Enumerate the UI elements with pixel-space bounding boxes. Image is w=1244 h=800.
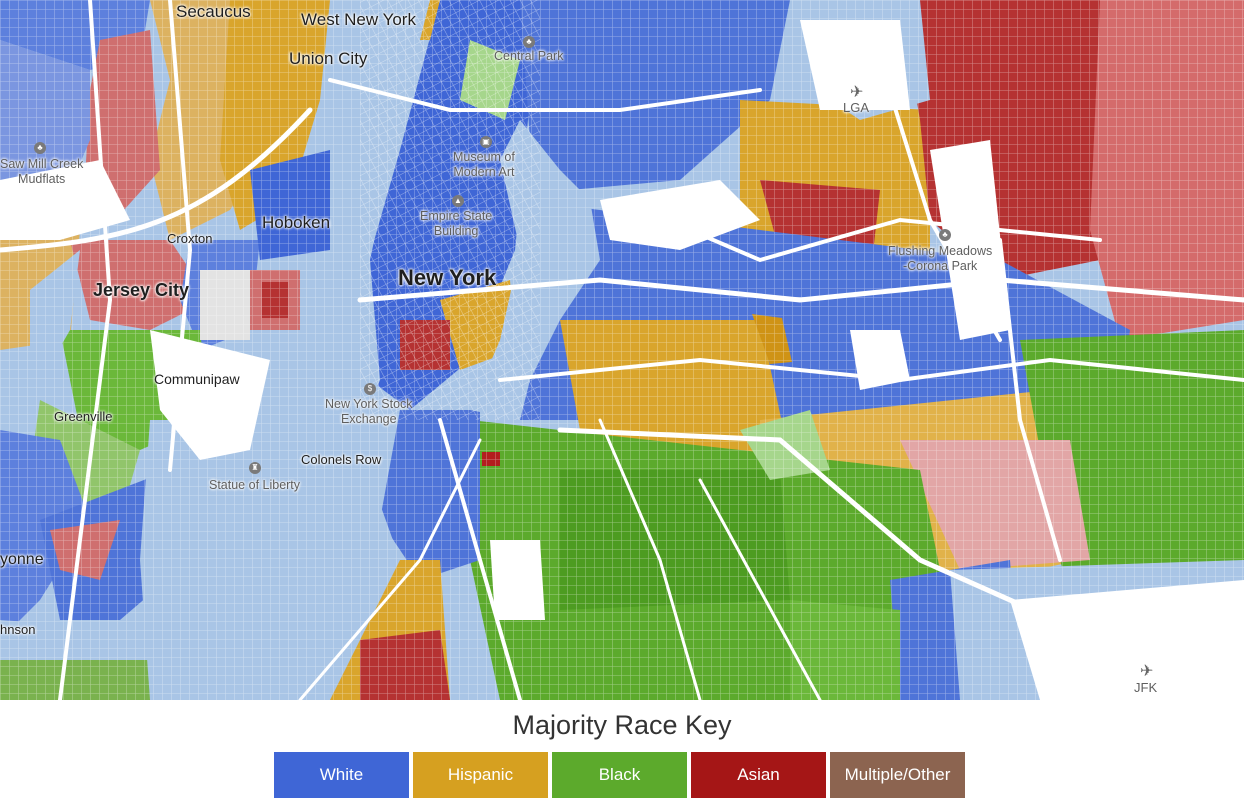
jfk-label: JFK [1134,680,1158,695]
saw-mill-creek-label: Saw Mill Creek Mudflats [0,157,84,186]
hoboken-label: Hoboken [262,213,331,232]
demographic-map[interactable]: Secaucus West New York Union City ♣ Cent… [0,0,1244,700]
landmark-icon: ▲ [452,195,464,207]
central-park-label: Central Park [494,49,564,63]
new-york-label: New York [398,265,497,290]
park-icon: ♣ [939,229,951,241]
empire-state-label: Empire State Building [420,209,493,238]
croxton-label: Croxton [167,231,213,246]
legend-item-asian: Asian [691,752,826,798]
legend-item-hispanic: Hispanic [413,752,548,798]
legend-label: Asian [737,765,780,784]
legend-item-white: White [274,752,409,798]
bayonne-label: yonne [0,551,44,568]
statue-icon: ♜ [249,462,261,474]
legend-label: White [319,765,364,784]
lga-label: LGA [843,100,870,115]
museum-label: Museum of Modern Art [453,150,515,179]
highways [0,0,1244,700]
legend-title: Majority Race Key [512,710,732,740]
jersey-city-label: Jersey City [93,280,190,300]
jfk-airport-icon: ✈ [1140,663,1154,680]
race-legend: Majority Race Key White Hispanic Black A… [0,700,1244,800]
statue-of-liberty-label: Statue of Liberty [209,478,301,492]
nyse-label: New York Stock Exchange [325,397,413,426]
flushing-meadows-label: Flushing Meadows -Corona Park [888,244,993,273]
museum-icon: ▣ [480,136,492,148]
legend-item-multiple-other: Multiple/Other [830,752,965,798]
legend-label: Multiple/Other [844,765,951,784]
legend-items: White Hispanic Black Asian Multiple/Othe… [274,752,965,798]
communipaw-label: Communipaw [154,371,240,387]
park-icon: ♣ [523,36,535,48]
finance-icon: $ [364,383,376,395]
park-icon: ♣ [34,142,46,154]
johnson-label: hnson [0,622,36,637]
legend-label: Black [598,765,641,784]
legend-item-black: Black [552,752,687,798]
secaucus-label: Secaucus [176,2,251,21]
colonels-row-label: Colonels Row [301,452,382,467]
legend-label: Hispanic [447,765,514,784]
map-canvas[interactable] [0,0,1244,700]
greenville-label: Greenville [54,409,113,424]
lga-airport-icon: ✈ [850,84,864,101]
west-new-york-label: West New York [301,10,416,29]
union-city-label: Union City [289,49,368,68]
